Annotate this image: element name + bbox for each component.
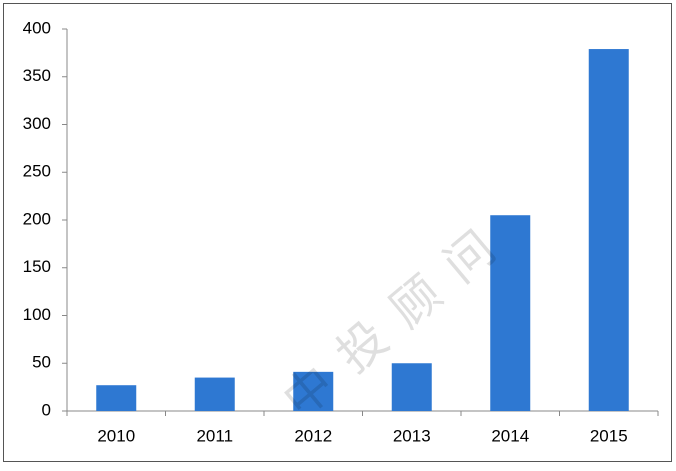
- x-tick-label: 2013: [393, 426, 431, 445]
- x-tick-label: 2014: [491, 426, 529, 445]
- y-tick-label: 150: [23, 257, 51, 276]
- frame: [3, 3, 672, 462]
- y-tick-label: 50: [32, 353, 51, 372]
- y-tick-label: 350: [23, 66, 51, 85]
- x-tick-label: 2011: [196, 426, 233, 445]
- y-tick-label: 0: [42, 400, 51, 419]
- bar: [96, 385, 137, 411]
- x-tick-label: 2015: [590, 426, 628, 445]
- y-tick-label: 250: [23, 162, 51, 181]
- bar: [194, 377, 235, 411]
- y-tick-label: 400: [23, 18, 51, 37]
- y-tick-label: 200: [23, 209, 51, 228]
- bar: [588, 49, 629, 412]
- y-tick-label: 100: [23, 305, 51, 324]
- bar: [391, 363, 432, 411]
- bar: [490, 215, 531, 411]
- bar: [293, 371, 334, 411]
- y-tick-label: 300: [23, 114, 51, 133]
- x-tick-label: 2012: [294, 426, 332, 445]
- x-tick-label: 2010: [97, 426, 135, 445]
